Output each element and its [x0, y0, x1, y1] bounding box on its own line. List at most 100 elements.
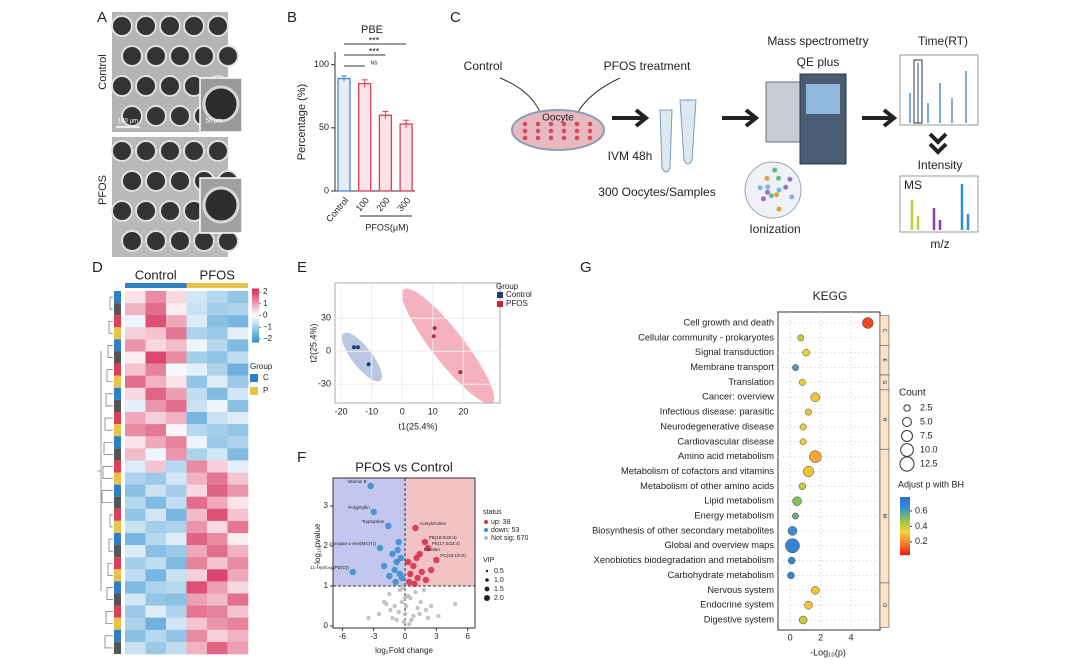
y-axis-label: t2(25.4%): [308, 323, 318, 362]
y-tick-label: -30: [318, 379, 331, 389]
label: m/z: [930, 237, 949, 251]
significance-label: NS: [371, 60, 379, 66]
heatmap-cell: [207, 327, 228, 340]
heatmap-cell: [207, 460, 228, 473]
x-tick-label: -6: [339, 632, 347, 641]
dendrogram: [109, 296, 113, 310]
legend-label: 5.0: [920, 416, 933, 426]
oocyte: [169, 105, 191, 127]
y-tick-label: Cell growth and death: [684, 317, 774, 327]
heatmap-cell: [166, 339, 187, 352]
row-annotation: [114, 327, 121, 340]
heatmap-cell: [207, 641, 228, 655]
row-annotation: [114, 629, 121, 642]
heatmap-cell: [207, 387, 228, 401]
heatmap-cell: [207, 605, 228, 618]
arrow: [612, 108, 650, 128]
heatmap-cell: [186, 351, 208, 364]
dot: [785, 538, 800, 554]
point: [433, 556, 440, 564]
dot: [798, 482, 807, 491]
point: [393, 558, 400, 566]
heatmap-cell: [166, 399, 187, 413]
y-tick-label: Cardiovascular disease: [677, 436, 774, 446]
colorbar-step: [900, 521, 910, 524]
legend-label: 7.5: [920, 430, 933, 440]
size-swatch: [484, 586, 490, 592]
heatmap-cell: [166, 593, 187, 606]
heatmap-cell: [166, 533, 187, 546]
dot: [798, 378, 806, 386]
heatmap-cell: [145, 520, 167, 534]
colorbar-step: [900, 551, 910, 554]
legend-swatch: [250, 387, 258, 395]
dendrogram: [108, 320, 113, 334]
ion: [776, 206, 782, 212]
point: [396, 609, 401, 615]
dot: [809, 450, 822, 463]
row-annotation: [114, 412, 121, 425]
point: [407, 621, 412, 627]
point: [402, 595, 408, 601]
point: [367, 482, 374, 490]
point: [428, 603, 434, 609]
point: [366, 615, 371, 621]
colorbar-step: [252, 329, 259, 332]
heatmap-cell: [166, 315, 187, 328]
heatmap-cell: [145, 605, 167, 618]
colorbar-step: [900, 515, 910, 518]
colorbar-step: [900, 517, 910, 520]
colorbar-step: [252, 302, 259, 305]
y-tick-label: 100: [314, 59, 329, 69]
heatmap-cell: [166, 617, 187, 631]
oocyte: [145, 170, 167, 192]
dot: [792, 496, 802, 506]
legend-label: 0.5: [494, 568, 504, 575]
dot: [862, 317, 874, 329]
heatmap-cell: [186, 424, 208, 437]
dot: [805, 408, 812, 416]
heatmap-cell: [186, 363, 208, 376]
dot: [810, 392, 821, 402]
legend-title: Count: [899, 388, 926, 399]
heatmap-cell: [186, 545, 208, 558]
dot: [802, 348, 810, 357]
heatmap-cell: [227, 303, 249, 316]
heatmap-cell: [166, 569, 187, 582]
heatmap-cell: [227, 557, 249, 570]
heatmap-cell: [125, 399, 146, 413]
heatmap-cell: [207, 424, 228, 437]
legend-swatch: [484, 520, 488, 524]
class-label: C: [881, 329, 887, 333]
heatmap-cell: [207, 303, 228, 316]
oocyte: [135, 200, 157, 222]
point: [404, 558, 412, 566]
row-annotation: [114, 617, 121, 630]
heatmap-cell: [125, 375, 146, 389]
heatmap-cell: [227, 641, 249, 655]
heatmap-cell: [166, 303, 187, 316]
dot: [792, 512, 799, 520]
point: [411, 580, 418, 588]
x-tick-label: 0: [403, 632, 408, 641]
dendrogram: [103, 441, 113, 455]
class-label: O: [881, 603, 887, 607]
oocyte: [145, 105, 167, 127]
x-tick-label: -20: [335, 406, 348, 416]
y-tick-label: 50: [319, 122, 329, 132]
heatmap-cell: [145, 617, 167, 631]
heatmap-cell: [186, 303, 208, 316]
bar: [399, 123, 413, 192]
heatmap-cell: [227, 399, 249, 413]
heatmap-cell: [145, 424, 167, 437]
point: [427, 566, 435, 574]
legend-swatch: [484, 528, 488, 532]
heatmap-cell: [166, 508, 187, 522]
colorbar-step: [252, 315, 259, 319]
colorbar-step: [900, 527, 910, 530]
oocyte: [121, 230, 143, 252]
point-label: Polyphyllin: [348, 505, 370, 510]
heatmap-cell: [207, 617, 228, 631]
legend-swatch: [484, 536, 488, 540]
heatmap-cell: [166, 472, 187, 485]
